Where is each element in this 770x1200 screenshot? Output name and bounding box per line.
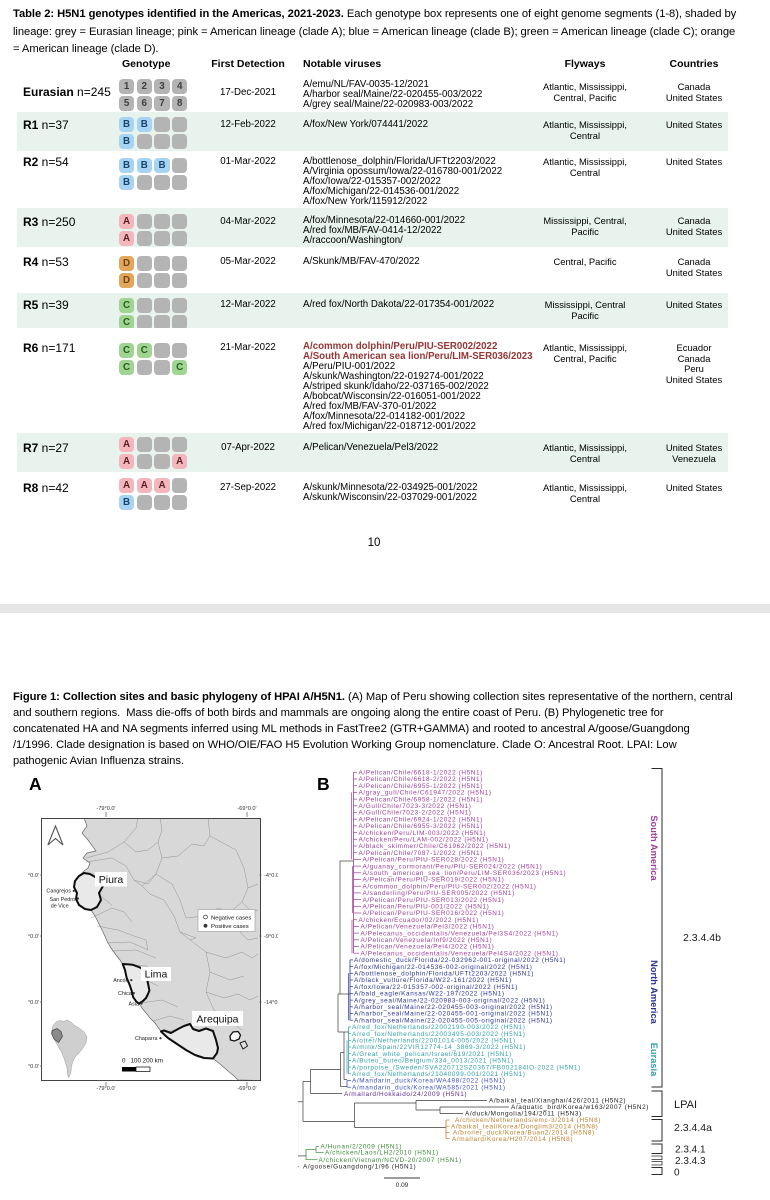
svg-text:2.3.4.4a: 2.3.4.4a — [674, 1122, 712, 1134]
svg-text:A/mandarin_duck/Korea/WA585/20: A/mandarin_duck/Korea/WA585/2021 (H5N1) — [352, 1084, 506, 1091]
svg-text:A/Pelican/Peru/PIU-SER013/2022: A/Pelican/Peru/PIU-SER013/2022 (H5N1) — [363, 897, 505, 904]
svg-text:A/Pelican/Chile/6958-1/2022 (H: A/Pelican/Chile/6958-1/2022 (H5N1) — [359, 796, 483, 803]
svg-text:San Pedro: San Pedro — [50, 897, 75, 903]
svg-text:A/Pelican/Peru/PIU-SER016/2022: A/Pelican/Peru/PIU-SER016/2022 (H5N1) — [363, 910, 505, 917]
svg-text:A/Pelican/Peru/PIU-001/2022 (H: A/Pelican/Peru/PIU-001/2022 (H5N1) — [363, 904, 490, 911]
svg-text:A/Pelecanus_occidentalis/Venez: A/Pelecanus_occidentalis/Venezuela/Pel4S… — [361, 950, 559, 957]
svg-text:A/goose/Guangdong/1/96 (H5N1): A/goose/Guangdong/1/96 (H5N1) — [303, 1164, 416, 1171]
svg-text:A/chicken/Laos/LH2/2010 (H5N1): A/chicken/Laos/LH2/2010 (H5N1) — [325, 1150, 439, 1157]
svg-text:A/Pelican/Peru/PIU-SER019/2022: A/Pelican/Peru/PIU-SER019/2022 (H5N1) — [363, 877, 505, 884]
svg-text:-69°0.0': -69°0.0' — [237, 1086, 256, 1092]
svg-text:A/black_vulture/Florida/W22-16: A/black_vulture/Florida/W22-161/2022 (H5… — [354, 977, 512, 984]
svg-text:A/porpoise_/Sweden/SVA220712SZ: A/porpoise_/Sweden/SVA220712SZ0367/FB002… — [352, 1064, 581, 1071]
svg-text:A/Hunan/2/2009 (H5N1): A/Hunan/2/2009 (H5N1) — [321, 1144, 403, 1151]
svg-text:Piura: Piura — [99, 874, 124, 886]
svg-text:A/Pelican/Chile/6955-1/2022 (H: A/Pelican/Chile/6955-1/2022 (H5N1) — [359, 783, 483, 790]
svg-text:A/Pelican/Venezuela/Inf9/2022: A/Pelican/Venezuela/Inf9/2022 (H5N1) — [361, 937, 493, 944]
svg-text:A/Great_white_pelican/Israel/6: A/Great_white_pelican/Israel/619/2021 (H… — [352, 1051, 512, 1058]
svg-text:A/grey_seal/Maine/22-020983-00: A/grey_seal/Maine/22-020983-003-original… — [354, 997, 545, 1004]
svg-text:A/sanderling/Peru/PIU-SER005/2: A/sanderling/Peru/PIU-SER005/2022 (H5N1) — [363, 890, 515, 897]
svg-text:A/Pelican/Venezuela/Pel4/2022: A/Pelican/Venezuela/Pel4/2022 (H5N1) — [361, 944, 495, 951]
svg-text:A/chicken/Peru/LAM-002/2022 (H: A/chicken/Peru/LAM-002/2022 (H5N1) — [359, 837, 489, 844]
svg-text:A/Pelican/Chile/6924-1/2022 (H: A/Pelican/Chile/6924-1/2022 (H5N1) — [359, 816, 483, 823]
svg-text:0 100 200 km: 0 100 200 km — [122, 1058, 163, 1065]
svg-text:Negative cases: Negative cases — [211, 915, 251, 921]
svg-text:A/red_fox/Netherlands/21040099: A/red_fox/Netherlands/21040099-001/2021 … — [352, 1071, 525, 1078]
svg-text:LPAI: LPAI — [674, 1099, 697, 1111]
svg-text:Chaparra: Chaparra — [135, 1036, 157, 1042]
svg-text:-79°0.0': -79°0.0' — [96, 806, 115, 812]
svg-text:-19°0.0': -19°0.0' — [28, 1064, 39, 1070]
svg-text:A/Mandarin_duck/Korea/WA498/20: A/Mandarin_duck/Korea/WA498/2022 (H5N1) — [352, 1078, 506, 1085]
svg-text:A/chicken/Netherlands/emc-3/20: A/chicken/Netherlands/emc-3/2014 (H5N8) — [455, 1117, 601, 1124]
svg-text:A/Pelican/Peru/PIU-SER028/2022: A/Pelican/Peru/PIU-SER028/2022 (H5N1) — [363, 857, 505, 864]
svg-text:-4°0.0': -4°0.0' — [28, 873, 39, 879]
svg-text:2.3.4.3: 2.3.4.3 — [675, 1156, 706, 1167]
svg-text:A/bald_eagle/Kansas/W22-197/20: A/bald_eagle/Kansas/W22-197/2022 (H5N1) — [354, 991, 505, 998]
svg-text:A/red_fox/Netherlands/22003495: A/red_fox/Netherlands/22003495-003/2022 … — [352, 1031, 525, 1038]
svg-text:North America: North America — [649, 960, 659, 1025]
svg-text:Chica: Chica — [118, 991, 132, 997]
svg-text:A/baikal_teal/Xianghai/426/201: A/baikal_teal/Xianghai/426/2011 (H5N2) — [489, 1098, 626, 1105]
svg-text:A/Pelecanus_occidentalis/Venez: A/Pelecanus_occidentalis/Venezuela/Pel3S… — [361, 930, 559, 937]
svg-text:Cangrejos: Cangrejos — [46, 889, 71, 895]
svg-text:A/fox/Michigan/22-014536-002-o: A/fox/Michigan/22-014536-002-original/20… — [354, 964, 533, 971]
svg-text:A/Gull/Chile/7023-2/2022 (H5N1: A/Gull/Chile/7023-2/2022 (H5N1) — [359, 810, 472, 817]
svg-text:A/south_american_sea_lion/Peru: A/south_american_sea_lion/Peru/LIM-SER03… — [363, 870, 567, 877]
svg-text:2.3.4.1: 2.3.4.1 — [675, 1145, 706, 1156]
svg-text:A/fox/Iowa/22-015357-002-origi: A/fox/Iowa/22-015357-002-original/2022 (… — [354, 984, 518, 991]
svg-text:Positive cases: Positive cases — [211, 924, 249, 930]
svg-text:A/mink/Spain/22VIR12774-14_386: A/mink/Spain/22VIR12774-14_3869-3/2022 (… — [352, 1044, 526, 1051]
svg-text:A/domestic_duck/Florida/22-032: A/domestic_duck/Florida/22-032962-001-or… — [354, 957, 566, 964]
svg-text:-69°0.0': -69°0.0' — [237, 806, 256, 812]
svg-text:A/guanay_cormorant/Peru/PIU-SE: A/guanay_cormorant/Peru/PIU-SER024/2022 … — [363, 863, 543, 870]
svg-text:A/mallard/Hokkaido/24/2009 (H5: A/mallard/Hokkaido/24/2009 (H5N1) — [344, 1091, 467, 1098]
svg-text:A/chicken/Peru/LIM-003/2022 (H: A/chicken/Peru/LIM-003/2022 (H5N1) — [359, 830, 487, 837]
svg-text:A/chicken/Vietnam/NCVD-20/2007: A/chicken/Vietnam/NCVD-20/2007 (H5N1) — [319, 1157, 462, 1164]
svg-text:A/Pelican/Venezuela/Pel3/2022: A/Pelican/Venezuela/Pel3/2022 (H5N1) — [361, 924, 495, 931]
svg-text:A/Pelican/Chile/6618-1/2022 (H: A/Pelican/Chile/6618-1/2022 (H5N1) — [359, 770, 483, 777]
svg-text:A/Pelican/Chile/6955-3/2022 (H: A/Pelican/Chile/6955-3/2022 (H5N1) — [359, 823, 483, 830]
svg-text:0: 0 — [674, 1168, 680, 1179]
svg-text:Arequipa: Arequipa — [196, 1014, 238, 1026]
svg-text:de Vice: de Vice — [51, 904, 69, 910]
svg-text:-9°0.0': -9°0.0' — [264, 934, 278, 940]
svg-text:Lima: Lima — [145, 969, 168, 981]
svg-text:-79°0.0': -79°0.0' — [96, 1086, 115, 1092]
svg-text:A/Pelican/Chile/6618-2/2022 (H: A/Pelican/Chile/6618-2/2022 (H5N1) — [359, 776, 483, 783]
svg-text:A/mallard/Korea/H207/2014 (H5N: A/mallard/Korea/H207/2014 (H5N8) — [452, 1136, 573, 1143]
svg-text:2.3.4.4b: 2.3.4.4b — [683, 932, 721, 944]
svg-text:-9°0.0': -9°0.0' — [28, 934, 39, 940]
svg-text:-14°0.0': -14°0.0' — [28, 1000, 39, 1006]
svg-text:A/duck/Mongolia/194/2011 (H5N3: A/duck/Mongolia/194/2011 (H5N3) — [465, 1111, 582, 1118]
svg-text:A/harbor_seal/Maine/22-020455-: A/harbor_seal/Maine/22-020455-003-origin… — [354, 1004, 553, 1011]
svg-text:Asia: Asia — [129, 1002, 140, 1008]
svg-text:A/harbor_seal/Maine/22-020455-: A/harbor_seal/Maine/22-020455-005-origin… — [354, 1017, 553, 1024]
svg-text:A/chicken/Ecuador/02/2022 (H5N: A/chicken/Ecuador/02/2022 (H5N1) — [359, 917, 479, 924]
svg-text:A/harbor_seal/Maine/22-020455-: A/harbor_seal/Maine/22-020455-001-origin… — [354, 1011, 553, 1018]
svg-text:A/Pelican/Chile/7087-1/2022 (H: A/Pelican/Chile/7087-1/2022 (H5N1) — [359, 850, 483, 857]
svg-text:A/red_fox/Netherlands/22002190: A/red_fox/Netherlands/22002190-003/2022 … — [352, 1024, 525, 1031]
svg-text:0.09: 0.09 — [396, 1182, 409, 1189]
svg-text:A/baikal_teal/Korea/Donglim3/2: A/baikal_teal/Korea/Donglim3/2014 (H5N8) — [451, 1123, 598, 1130]
svg-text:South America: South America — [649, 815, 659, 881]
svg-text:-4°0.0': -4°0.0' — [264, 873, 278, 879]
svg-text:A/aquatic_bird/Korea/w163/2007: A/aquatic_bird/Korea/w163/2007 (H5N2) — [511, 1104, 649, 1111]
svg-text:A/black_skimmer/Chile/C61962/2: A/black_skimmer/Chile/C61962/2022 (H5N1) — [359, 843, 511, 850]
svg-text:A/gray_gull/Chile/C61947/2022: A/gray_gull/Chile/C61947/2022 (H5N1) — [359, 790, 492, 797]
svg-text:A/bottlenose_dolphin/Florida/U: A/bottlenose_dolphin/Florida/UFTt2203/20… — [354, 971, 534, 978]
svg-text:A/otter/Netherlands/22001014-0: A/otter/Netherlands/22001014-005/2022 (H… — [352, 1038, 516, 1045]
svg-text:-14°0.0': -14°0.0' — [264, 1000, 278, 1006]
svg-text:A/Buteo_buteo/Belgium/334_0013: A/Buteo_buteo/Belgium/334_0013/2021 (H5N… — [352, 1058, 514, 1065]
svg-text:Eurasia: Eurasia — [649, 1043, 659, 1077]
svg-text:Ancón: Ancón — [113, 978, 128, 984]
svg-text:A/Gull/Chile/7023-3/2022 (H5N1: A/Gull/Chile/7023-3/2022 (H5N1) — [359, 803, 472, 810]
svg-text:A/broiler_duck/Korea/Buan2/201: A/broiler_duck/Korea/Buan2/2014 (H5N8) — [453, 1130, 595, 1137]
svg-text:A/common_dolphin/Peru/PIU-SER0: A/common_dolphin/Peru/PIU-SER002/2022 (H… — [363, 883, 537, 890]
